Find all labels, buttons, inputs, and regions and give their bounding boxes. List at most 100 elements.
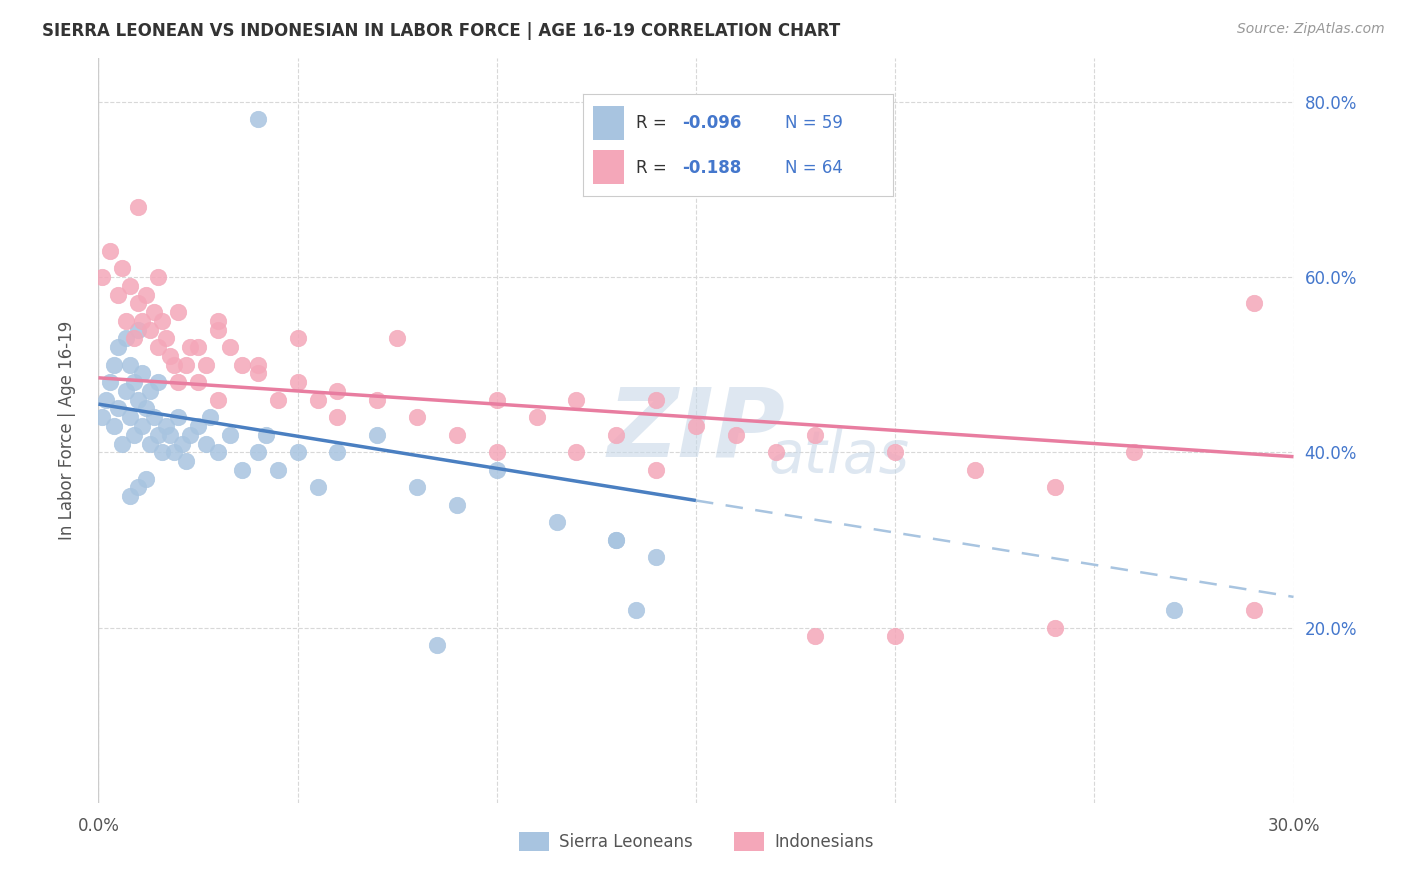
Y-axis label: In Labor Force | Age 16-19: In Labor Force | Age 16-19 [58,321,76,540]
Point [626,603,648,617]
Point [120,358,142,372]
Point [804,629,827,643]
Point [685,419,707,434]
Point [148,340,170,354]
Point [120,278,142,293]
Point [326,384,349,398]
Point [246,358,269,372]
Point [127,200,149,214]
Point [198,410,221,425]
Point [131,367,153,381]
Point [307,392,329,407]
Point [1163,603,1185,617]
Point [155,419,177,434]
Legend: Sierra Leoneans, Indonesians: Sierra Leoneans, Indonesians [512,825,880,858]
Point [207,314,229,328]
Point [187,340,209,354]
Point [526,410,548,425]
Point [120,489,142,503]
Point [179,340,201,354]
Point [565,392,588,407]
Point [172,436,194,450]
Point [148,427,170,442]
Point [91,270,114,285]
Point [135,472,157,486]
Point [446,427,468,442]
Point [135,287,157,301]
Point [287,445,309,459]
Point [179,427,201,442]
Point [546,516,568,530]
Point [565,445,588,459]
Point [485,445,508,459]
Point [446,498,468,512]
Point [103,358,125,372]
Point [605,427,627,442]
Point [150,445,173,459]
Point [645,463,668,477]
Point [267,463,290,477]
Point [139,384,162,398]
Point [326,410,349,425]
Text: -0.188: -0.188 [682,159,742,177]
Point [219,427,242,442]
Point [135,401,157,416]
Point [187,375,209,389]
Text: Source: ZipAtlas.com: Source: ZipAtlas.com [1237,22,1385,37]
Point [115,331,138,345]
Point [127,480,149,494]
Point [98,244,122,258]
Point [207,323,229,337]
Text: N = 64: N = 64 [785,159,842,177]
Bar [593,106,624,140]
Point [159,427,181,442]
Point [107,401,129,416]
Point [267,392,290,407]
Point [426,638,449,652]
Point [406,410,429,425]
Point [127,296,149,310]
Point [1243,296,1265,310]
Point [143,410,166,425]
Point [645,392,668,407]
Point [127,392,149,407]
Point [111,261,134,276]
Point [326,445,349,459]
Point [605,533,627,547]
Text: -0.096: -0.096 [682,114,742,132]
Point [139,436,162,450]
Point [107,340,129,354]
Point [287,331,309,345]
Point [167,305,190,319]
Point [605,533,627,547]
Text: N = 59: N = 59 [785,114,842,132]
Point [307,480,329,494]
Point [1123,445,1146,459]
Point [150,314,173,328]
Point [254,427,277,442]
Point [231,463,253,477]
Point [143,305,166,319]
Point [645,550,668,565]
Point [159,349,181,363]
Point [195,358,218,372]
Text: SIERRA LEONEAN VS INDONESIAN IN LABOR FORCE | AGE 16-19 CORRELATION CHART: SIERRA LEONEAN VS INDONESIAN IN LABOR FO… [42,22,841,40]
Bar [593,150,624,184]
Point [98,375,122,389]
Point [219,340,242,354]
Point [127,323,149,337]
Point [115,314,138,328]
Point [115,384,138,398]
Point [406,480,429,494]
Point [96,392,118,407]
Point [111,436,134,450]
Point [366,392,388,407]
Point [91,410,114,425]
Point [155,331,177,345]
Point [765,445,787,459]
Point [163,445,186,459]
Point [246,112,269,127]
Point [167,410,190,425]
Text: R =: R = [636,114,672,132]
Point [187,419,209,434]
